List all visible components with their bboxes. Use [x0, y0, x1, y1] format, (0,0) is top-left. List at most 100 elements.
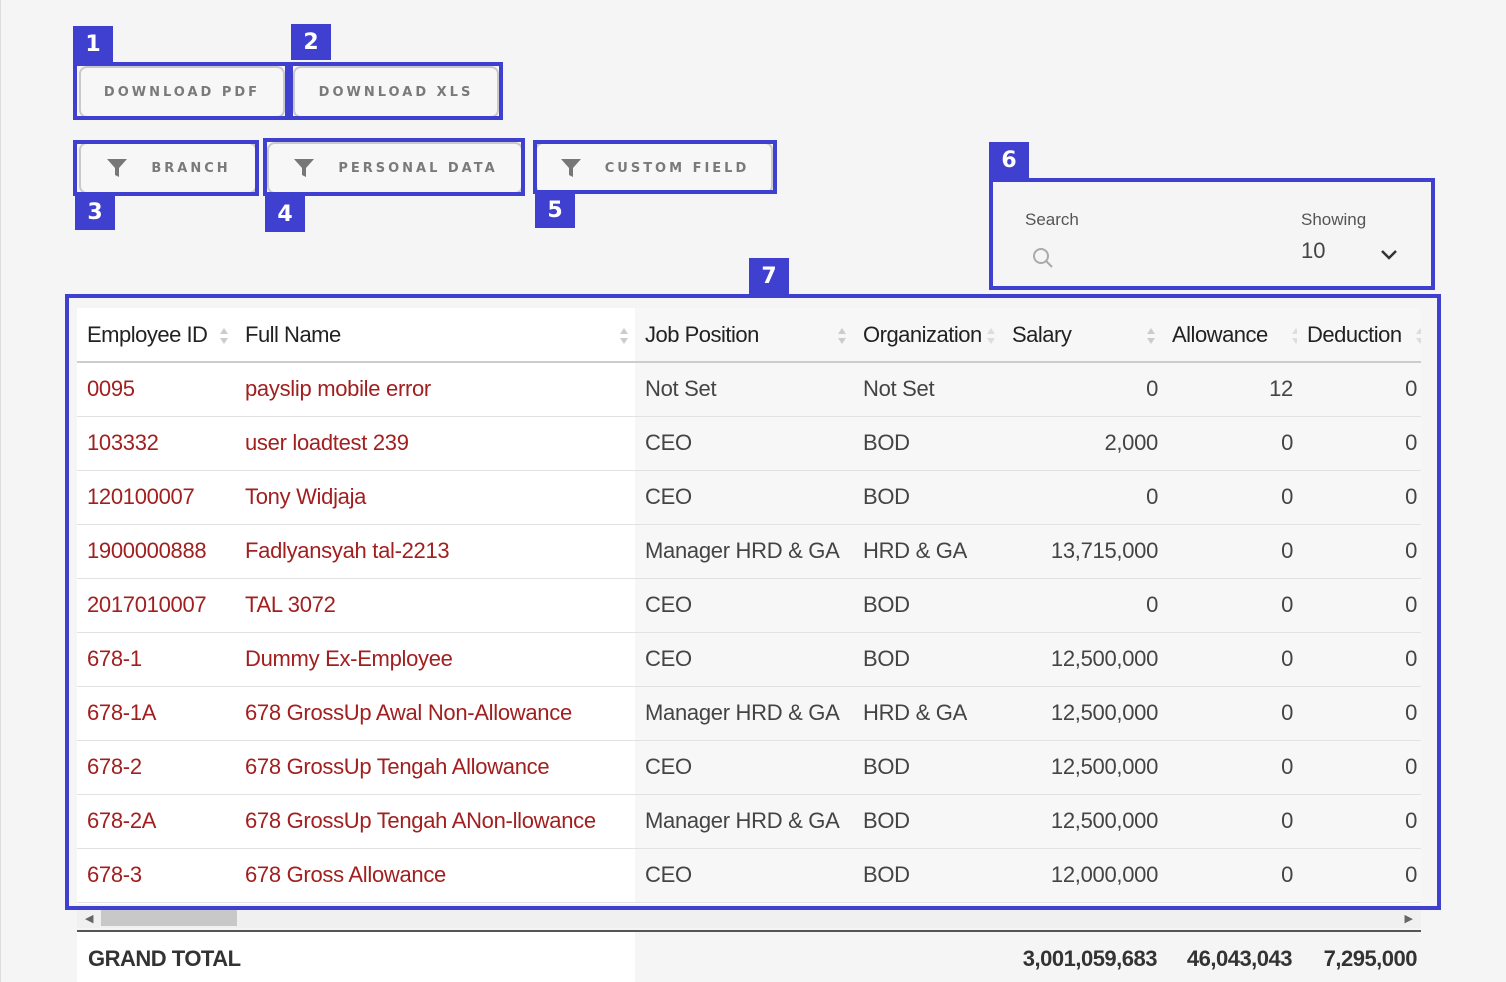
cell-full-name[interactable]: TAL 3072: [235, 578, 635, 633]
cell-deduction: 0: [1297, 362, 1421, 417]
cell-full-name[interactable]: 678 GrossUp Awal Non-Allowance: [235, 686, 635, 741]
table-row[interactable]: 0095 payslip mobile error Not Set Not Set 0 1…: [77, 362, 1421, 417]
search-icon: [1033, 248, 1053, 268]
horizontal-scrollbar[interactable]: ◀ ▶: [77, 908, 1421, 928]
cell-deduction: 0: [1297, 848, 1421, 903]
table-row[interactable]: 678-2 678 GrossUp Tengah Allowance CEO BOD 1…: [77, 740, 1421, 795]
annotation-badge-2: 2: [291, 24, 331, 60]
scroll-right-icon[interactable]: ▶: [1404, 913, 1413, 925]
cell-job-position: CEO: [635, 632, 853, 687]
col-allowance[interactable]: Allowance: [1162, 308, 1300, 363]
table-row[interactable]: 2017010007 TAL 3072 CEO BOD 0 0 0: [77, 578, 1421, 633]
cell-deduction: 0: [1297, 524, 1421, 579]
download-pdf-button[interactable]: DOWNLOAD PDF: [79, 66, 285, 118]
sort-icon: [620, 328, 628, 344]
download-xls-button[interactable]: DOWNLOAD XLS: [293, 66, 499, 118]
cell-employee-id[interactable]: 678-2: [77, 740, 235, 795]
cell-job-position: CEO: [635, 578, 853, 633]
col-salary[interactable]: Salary: [1002, 308, 1162, 363]
table-row[interactable]: 678-2A 678 GrossUp Tengah ANon-llowance Ma…: [77, 794, 1421, 849]
report-table: Employee ID Full Name Job Position Organ…: [77, 308, 1421, 904]
cell-deduction: 0: [1297, 794, 1421, 849]
table-header-row: Employee ID Full Name Job Position Organ…: [77, 308, 1421, 363]
cell-employee-id[interactable]: 678-1: [77, 632, 235, 687]
grand-total-deduction: 7,295,000: [1323, 946, 1418, 971]
col-deduction[interactable]: Deduction: [1297, 308, 1421, 363]
sort-icon: [220, 328, 228, 344]
cell-full-name[interactable]: 678 GrossUp Tengah Allowance: [235, 740, 635, 795]
custom-field-filter-button[interactable]: CUSTOM FIELD: [535, 142, 773, 194]
showing-select[interactable]: 10: [1301, 238, 1411, 270]
personal-data-filter-button[interactable]: PERSONAL DATA: [267, 142, 523, 194]
cell-full-name[interactable]: Dummy Ex-Employee: [235, 632, 635, 687]
cell-salary: 13,715,000: [1002, 524, 1162, 579]
table-row[interactable]: 678-3 678 Gross Allowance CEO BOD 12,000,000…: [77, 848, 1421, 903]
cell-full-name[interactable]: Tony Widjaja: [235, 470, 635, 525]
cell-full-name[interactable]: 678 GrossUp Tengah ANon-llowance: [235, 794, 635, 849]
cell-allowance: 0: [1162, 524, 1297, 579]
annotation-badge-5: 5: [535, 192, 575, 228]
col-employee-id[interactable]: Employee ID: [77, 308, 235, 363]
cell-employee-id[interactable]: 2017010007: [77, 578, 235, 633]
grand-total-salary: 3,001,059,683: [1022, 946, 1158, 971]
cell-organization: BOD: [853, 740, 1002, 795]
table-row[interactable]: 1900000888 Fadlyansyah tal-2213 Manager HR…: [77, 524, 1421, 579]
annotation-badge-7: 7: [749, 258, 789, 294]
cell-deduction: 0: [1297, 416, 1421, 471]
cell-full-name[interactable]: Fadlyansyah tal-2213: [235, 524, 635, 579]
cell-employee-id[interactable]: 678-2A: [77, 794, 235, 849]
cell-organization: BOD: [853, 578, 1002, 633]
cell-job-position: Manager HRD & GA: [635, 686, 853, 741]
table-row[interactable]: 678-1A 678 GrossUp Awal Non-Allowance Mana…: [77, 686, 1421, 741]
cell-employee-id[interactable]: 0095: [77, 362, 235, 417]
cell-employee-id[interactable]: 120100007: [77, 470, 235, 525]
cell-full-name[interactable]: payslip mobile error: [235, 362, 635, 417]
annotation-badge-4: 4: [265, 196, 305, 232]
cell-salary: 0: [1002, 362, 1162, 417]
cell-job-position: CEO: [635, 470, 853, 525]
cell-organization: BOD: [853, 470, 1002, 525]
funnel-icon: [294, 159, 315, 177]
branch-filter-button[interactable]: BRANCH: [79, 142, 257, 194]
funnel-icon: [107, 159, 128, 177]
cell-employee-id[interactable]: 1900000888: [77, 524, 235, 579]
search-panel: Search Showing 10: [995, 184, 1429, 286]
cell-employee-id[interactable]: 678-1A: [77, 686, 235, 741]
cell-allowance: 0: [1162, 794, 1297, 849]
cell-allowance: 0: [1162, 848, 1297, 903]
search-input[interactable]: [1025, 240, 1225, 274]
col-job-position[interactable]: Job Position: [635, 308, 853, 363]
cell-organization: HRD & GA: [853, 524, 1002, 579]
cell-salary: 0: [1002, 470, 1162, 525]
sort-icon: [838, 328, 846, 344]
sort-icon: [987, 328, 995, 344]
cell-employee-id[interactable]: 103332: [77, 416, 235, 471]
col-full-name[interactable]: Full Name: [235, 308, 635, 363]
cell-salary: 12,500,000: [1002, 632, 1162, 687]
cell-employee-id[interactable]: 678-3: [77, 848, 235, 903]
scrollbar-thumb[interactable]: [101, 910, 237, 926]
table-row[interactable]: 103332 user loadtest 239 CEO BOD 2,000 0 0: [77, 416, 1421, 471]
annotation-badge-3: 3: [75, 194, 115, 230]
sort-icon: [1416, 328, 1421, 344]
scroll-left-icon[interactable]: ◀: [85, 913, 94, 925]
cell-allowance: 0: [1162, 578, 1297, 633]
annotation-badge-1: 1: [73, 26, 113, 62]
col-organization[interactable]: Organization: [853, 308, 1002, 363]
cell-deduction: 0: [1297, 740, 1421, 795]
annotation-badge-6: 6: [989, 142, 1029, 178]
cell-salary: 12,500,000: [1002, 740, 1162, 795]
cell-allowance: 0: [1162, 632, 1297, 687]
chevron-down-icon: [1381, 250, 1397, 260]
table-row[interactable]: 678-1 Dummy Ex-Employee CEO BOD 12,500,000 0 0: [77, 632, 1421, 687]
cell-full-name[interactable]: user loadtest 239: [235, 416, 635, 471]
cell-organization: BOD: [853, 794, 1002, 849]
cell-job-position: CEO: [635, 740, 853, 795]
table-row[interactable]: 120100007 Tony Widjaja CEO BOD 0 0 0: [77, 470, 1421, 525]
cell-job-position: Manager HRD & GA: [635, 794, 853, 849]
cell-organization: Not Set: [853, 362, 1002, 417]
cell-full-name[interactable]: 678 Gross Allowance: [235, 848, 635, 903]
grand-total-row: GRAND TOTAL 3,001,059,683 46,043,043 7,2…: [77, 930, 1421, 982]
cell-allowance: 0: [1162, 740, 1297, 795]
cell-organization: BOD: [853, 632, 1002, 687]
